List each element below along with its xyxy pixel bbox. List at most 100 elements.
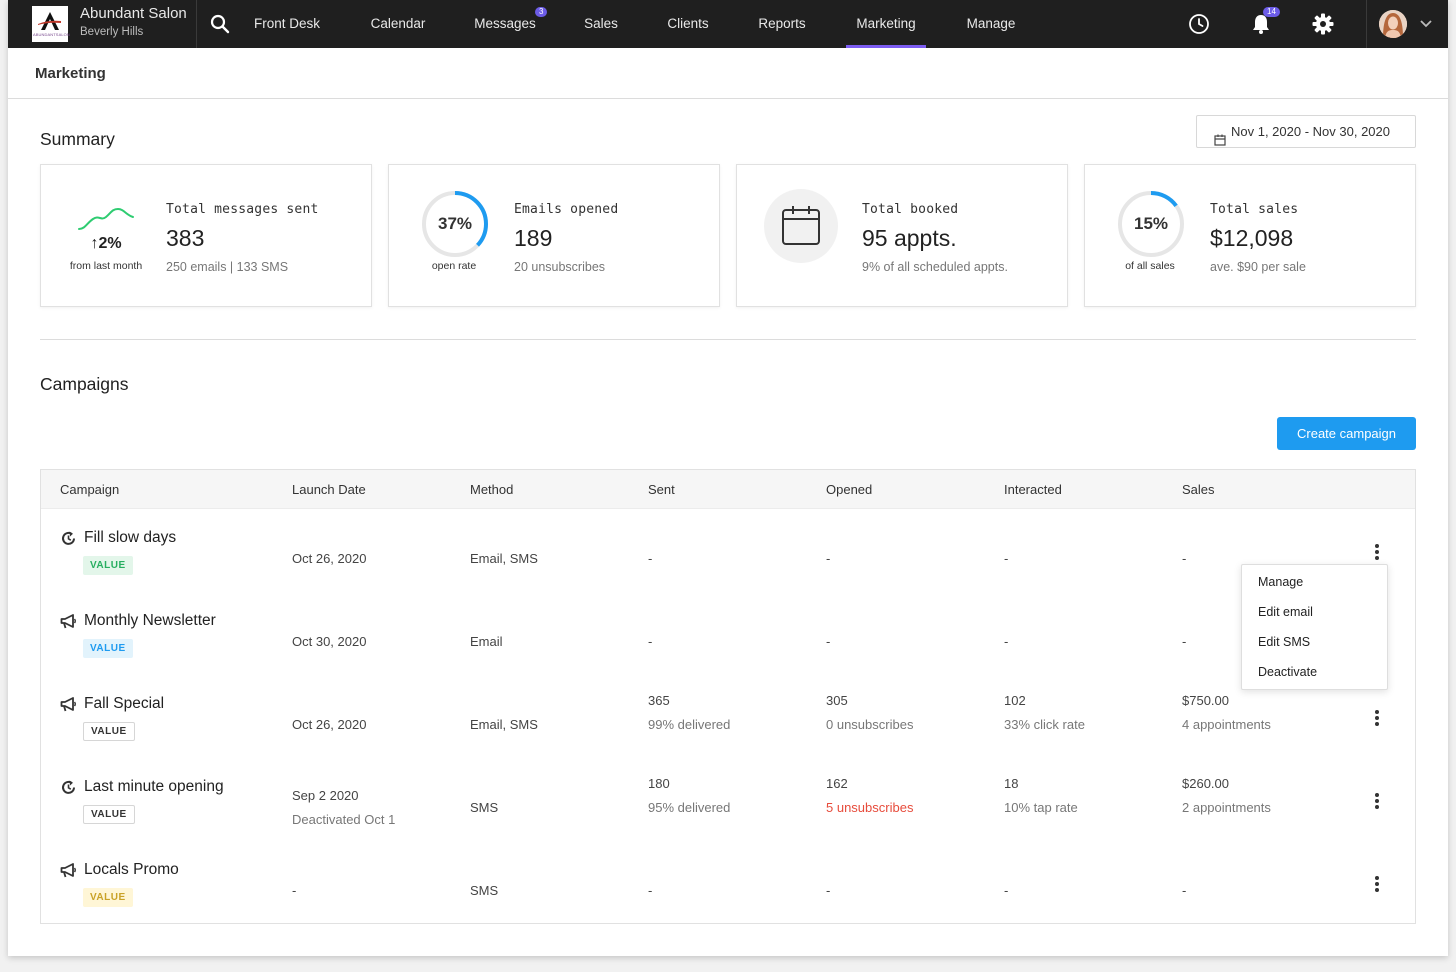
card-subtext: 9% of all scheduled appts.	[862, 260, 1008, 274]
sent-value: 180	[648, 776, 670, 791]
sales-value: -	[1182, 551, 1187, 566]
col-opened[interactable]: Opened	[826, 482, 873, 497]
col-interacted[interactable]: Interacted	[1004, 482, 1062, 497]
sales-value: -	[1182, 883, 1187, 898]
more-options-icon[interactable]	[1369, 791, 1385, 811]
messages-badge: 3	[535, 7, 548, 17]
nav-sales[interactable]: Sales	[584, 16, 618, 31]
more-options-icon[interactable]	[1369, 542, 1385, 562]
value-tag: VALUE	[83, 805, 135, 824]
card-subtext: ave. $90 per sale	[1210, 260, 1306, 274]
row-context-menu: Manage Edit email Edit SMS Deactivate	[1241, 564, 1388, 690]
menu-edit-sms[interactable]: Edit SMS	[1258, 635, 1311, 649]
card-value: 95 appts.	[862, 225, 957, 251]
card-total-messages: ↑2% from last month Total messages sent …	[40, 164, 372, 307]
sales-value: $260.00	[1182, 776, 1229, 791]
ring-value: 15%	[1133, 214, 1169, 233]
col-method[interactable]: Method	[470, 482, 514, 497]
card-label: Total messages sent	[166, 202, 319, 217]
summary-title: Summary	[40, 129, 115, 149]
card-value: $12,098	[1210, 225, 1294, 251]
ring-progress	[422, 191, 488, 257]
recurring-icon	[60, 530, 77, 547]
sent-sub: 99% delivered	[648, 717, 731, 732]
campaign-name[interactable]: Last minute opening	[84, 778, 224, 795]
app-window: ABUNDANTSALON Abundant Salon Beverly Hil…	[8, 0, 1448, 956]
nav-calendar[interactable]: Calendar	[370, 16, 426, 31]
opened-value: 162	[826, 776, 848, 791]
nav-clients[interactable]: Clients	[667, 16, 709, 31]
megaphone-icon	[60, 696, 77, 713]
card-total-sales: 15% of all sales Total sales $12,098 ave…	[1084, 164, 1416, 307]
calendar-icon	[764, 189, 838, 263]
menu-deactivate[interactable]: Deactivate	[1258, 665, 1318, 679]
sales-value: -	[1182, 634, 1187, 649]
gear-icon[interactable]	[1312, 13, 1334, 35]
card-emails-opened: 37% open rate Emails opened 189 20 unsub…	[388, 164, 720, 307]
brand-block[interactable]: ABUNDANTSALON Abundant Salon Beverly Hil…	[8, 0, 197, 48]
table-row[interactable]: Locals Promo VALUE - SMS - - - -	[41, 842, 1415, 925]
table-row[interactable]: Fill slow days VALUE Oct 26, 2020 Email, SM…	[41, 510, 1415, 593]
table-row[interactable]: Last minute opening VALUE Sep 2 2020 Deacti…	[41, 759, 1415, 842]
col-campaign[interactable]: Campaign	[60, 482, 120, 497]
more-options-icon[interactable]	[1369, 874, 1385, 894]
opened-value: -	[826, 883, 831, 898]
opened-value: 305	[826, 693, 848, 708]
chevron-down-icon[interactable]	[1419, 17, 1433, 36]
page-header: Marketing	[8, 48, 1448, 99]
create-campaign-button[interactable]: Create campaign	[1277, 417, 1416, 450]
nav-marketing[interactable]: Marketing	[846, 0, 926, 48]
brand-name: Abundant Salon	[80, 5, 187, 22]
table-row[interactable]: Fall Special VALUE Oct 26, 2020 Email, SMS 3…	[41, 676, 1415, 759]
menu-manage[interactable]: Manage	[1258, 575, 1304, 589]
card-label: Total sales	[1210, 202, 1299, 217]
opened-sub: 5 unsubscribes	[826, 800, 914, 815]
opened-value: -	[826, 634, 831, 649]
date-range-picker[interactable]: Nov 1, 2020 - Nov 30, 2020	[1196, 115, 1416, 148]
col-sent[interactable]: Sent	[648, 482, 675, 497]
launch-date: Oct 26, 2020	[292, 551, 367, 566]
campaign-name[interactable]: Monthly Newsletter	[84, 612, 216, 629]
open-rate-ring: 37% open rate	[411, 189, 497, 275]
nav-messages[interactable]: Messages 3	[457, 0, 553, 48]
clock-icon[interactable]	[1188, 13, 1210, 35]
method: SMS	[470, 883, 499, 898]
campaigns-title: Campaigns	[40, 374, 129, 394]
bell-icon[interactable]: 14	[1250, 7, 1280, 35]
salon-logo: ABUNDANTSALON	[32, 6, 70, 42]
card-total-booked: Total booked 95 appts. 9% of all schedul…	[736, 164, 1068, 307]
trend-value: ↑2%	[90, 235, 122, 252]
megaphone-icon	[60, 862, 77, 879]
nav-manage[interactable]: Manage	[966, 16, 1016, 31]
avatar	[1379, 10, 1407, 38]
search-icon[interactable]	[210, 14, 230, 34]
method: Email, SMS	[470, 551, 538, 566]
ring-progress	[1118, 191, 1184, 257]
method: Email	[470, 634, 503, 649]
menu-edit-email[interactable]: Edit email	[1258, 605, 1313, 619]
card-subtext: 20 unsubscribes	[514, 260, 606, 274]
sales-value: $750.00	[1182, 693, 1229, 708]
recurring-icon	[60, 779, 77, 796]
top-navigation: ABUNDANTSALON Abundant Salon Beverly Hil…	[8, 0, 1448, 48]
col-launch-date[interactable]: Launch Date	[292, 482, 366, 497]
col-sales[interactable]: Sales	[1182, 482, 1215, 497]
trend-graphic: ↑2% from last month	[63, 189, 149, 275]
card-label: Total booked	[862, 202, 959, 217]
more-options-icon[interactable]	[1369, 708, 1385, 728]
profile-menu[interactable]	[1366, 0, 1448, 48]
campaign-name[interactable]: Locals Promo	[84, 861, 179, 878]
campaign-name[interactable]: Fall Special	[84, 695, 165, 712]
launch-date-sub: Deactivated Oct 1	[292, 812, 396, 827]
campaign-name[interactable]: Fill slow days	[84, 529, 177, 546]
value-tag: VALUE	[83, 556, 133, 575]
ring-value: 37%	[437, 214, 473, 233]
launch-date: -	[292, 883, 297, 898]
table-row[interactable]: Monthly Newsletter VALUE Oct 30, 2020 Email…	[41, 593, 1415, 676]
value-tag: VALUE	[83, 888, 133, 907]
sent-value: -	[648, 634, 653, 649]
card-subtext: 250 emails | 133 SMS	[166, 260, 289, 274]
ring-caption: of all sales	[1125, 260, 1175, 272]
nav-reports[interactable]: Reports	[758, 16, 806, 31]
nav-front-desk[interactable]: Front Desk	[253, 16, 321, 31]
